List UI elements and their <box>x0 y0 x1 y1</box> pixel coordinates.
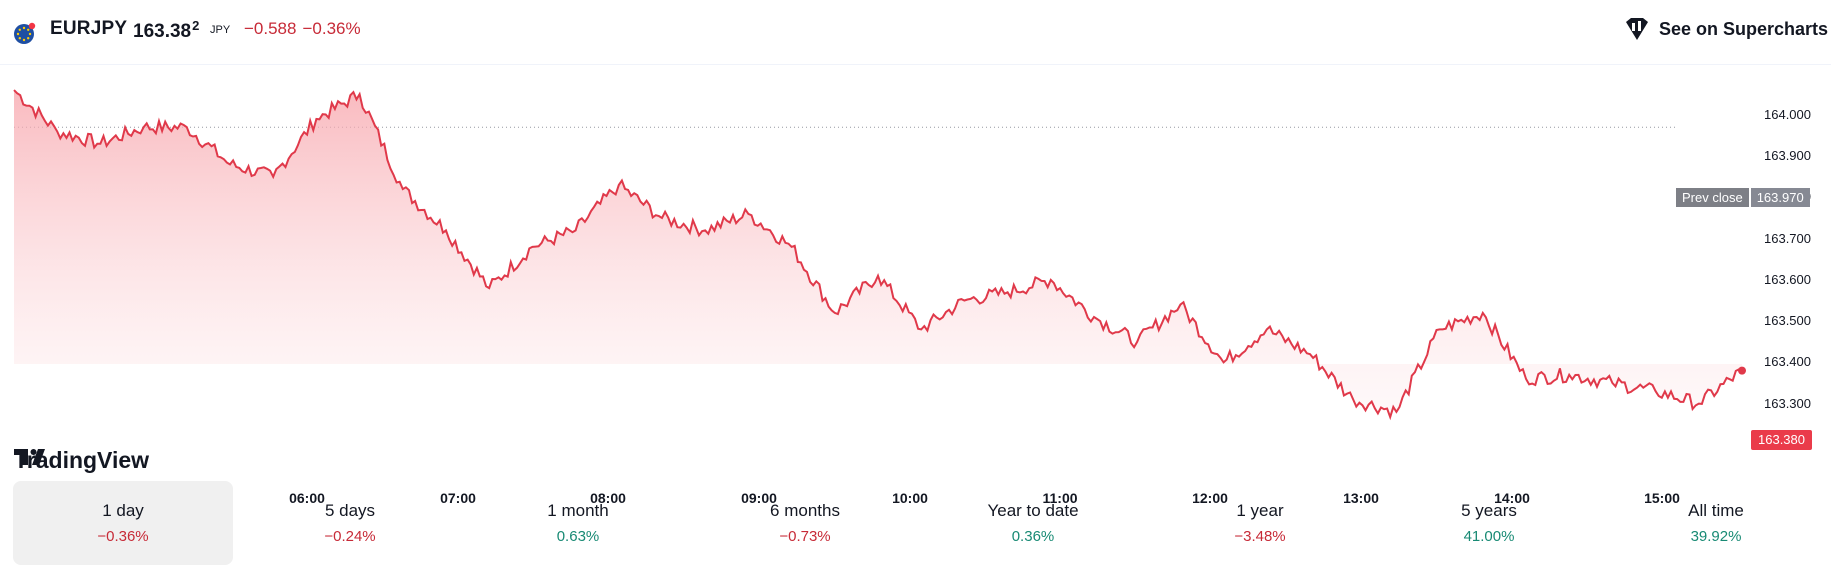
last-price-dot <box>1738 366 1746 375</box>
tradingview-watermark: TradingView <box>14 447 150 473</box>
period-label: All time <box>1688 501 1744 520</box>
period-change-value: −0.73% <box>779 528 831 545</box>
y-tick-label: 163.400 <box>1764 354 1811 370</box>
y-tick-label: 164.000 <box>1764 106 1811 122</box>
period-1-month[interactable]: 1 month 0.63% <box>468 481 688 565</box>
period-label: 5 days <box>324 501 376 520</box>
prev-close-label: Prev close <box>1676 188 1749 207</box>
period-1-year[interactable]: 1 year −3.48% <box>1150 481 1370 565</box>
y-tick-label: 163.700 <box>1764 230 1811 246</box>
period-label: 1 day <box>102 501 144 520</box>
x-tick-label: 11:00 <box>1042 490 1078 506</box>
period-year-to-date[interactable]: Year to date 0.36% <box>923 481 1143 565</box>
period-change-value: −3.48% <box>1234 528 1286 545</box>
period-label: 1 month <box>547 501 609 520</box>
supercharts-icon <box>1625 18 1648 40</box>
y-tick-label: 163.600 <box>1764 271 1811 287</box>
price-area <box>14 90 1742 418</box>
see-on-supercharts-link[interactable]: See on Supercharts <box>1623 16 1828 42</box>
period-label: 6 months <box>770 501 840 520</box>
period-change-value: −0.36% <box>97 528 149 545</box>
period-selector: 1 day −0.36% 5 days −0.24% 1 month 0.63% 6 mon… <box>0 481 1831 567</box>
x-tick-label: 14:00 <box>1494 490 1530 506</box>
period-all-time[interactable]: All time 39.92% <box>1606 481 1826 565</box>
prev-close-value: 163.970 <box>1750 188 1810 207</box>
x-tick-label: 07:00 <box>440 490 476 506</box>
period-label: Year to date <box>987 501 1079 520</box>
tradingview-logo-icon <box>14 449 45 465</box>
x-tick-label: 15:00 <box>1644 490 1680 506</box>
price-chart[interactable]: 164.000163.900163.800163.700163.600163.5… <box>0 64 1831 506</box>
y-tick-label: 163.300 <box>1764 395 1811 411</box>
x-tick-label: 12:00 <box>1192 490 1228 506</box>
change-absolute: −0.588 <box>244 19 297 38</box>
price-change: −0.588 −0.36% <box>244 19 367 39</box>
period-label: 5 years <box>1461 501 1517 520</box>
change-percent: −0.36% <box>302 19 361 38</box>
symbol-name[interactable]: EURJPY <box>50 18 128 39</box>
y-tick-label: 163.500 <box>1764 313 1811 329</box>
period-6-months[interactable]: 6 months −0.73% <box>695 481 915 565</box>
current-price-tag: 163.380 <box>1751 430 1812 450</box>
prev-close-tag: Prev close 163.970 <box>1676 188 1810 207</box>
period-change-value: 41.00% <box>1463 528 1515 545</box>
last-price: 163.382 <box>133 18 200 42</box>
period-change-value: 0.63% <box>556 528 600 545</box>
period-change-value: −0.24% <box>324 528 376 545</box>
currency-code: JPY <box>210 24 231 36</box>
period-1-day[interactable]: 1 day −0.36% <box>13 481 233 565</box>
symbol-header: EURJPY 163.382 JPY −0.588 −0.36% See on S… <box>0 0 1831 65</box>
price-chart-canvas <box>13 89 1746 421</box>
period-change-value: 39.92% <box>1690 528 1742 545</box>
eu-flag-icon <box>14 22 36 44</box>
x-tick-label: 09:00 <box>741 490 777 506</box>
x-tick-label: 08:00 <box>590 490 626 506</box>
period-change-value: 0.36% <box>1011 528 1055 545</box>
y-tick-label: 163.900 <box>1764 148 1811 164</box>
price-line <box>13 89 1743 421</box>
x-tick-label: 06:00 <box>289 490 325 506</box>
period-5-days[interactable]: 5 days −0.24% <box>240 481 460 565</box>
x-tick-label: 10:00 <box>892 490 928 506</box>
period-label: 1 year <box>1236 501 1284 520</box>
x-tick-label: 13:00 <box>1343 490 1379 506</box>
period-5-years[interactable]: 5 years 41.00% <box>1379 481 1599 565</box>
